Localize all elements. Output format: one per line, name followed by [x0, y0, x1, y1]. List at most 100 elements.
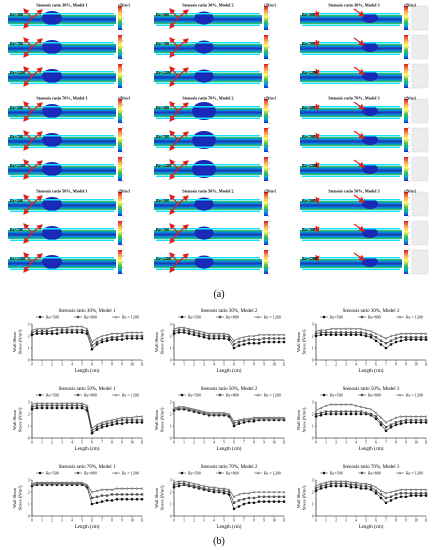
colorbar [404, 157, 408, 181]
y-tick-label: 0 [170, 436, 172, 440]
data-point [354, 331, 358, 334]
data-point [95, 428, 99, 431]
data-point [105, 422, 109, 425]
data-point [80, 406, 84, 410]
data-point [65, 406, 69, 410]
data-point [379, 423, 383, 427]
data-point [324, 328, 328, 332]
data-point [115, 417, 119, 420]
data-point [85, 483, 89, 486]
x-tick-label: 8 [253, 519, 255, 523]
data-point [344, 479, 348, 483]
x-tick-label: 6 [91, 363, 93, 367]
data-point [50, 406, 54, 410]
data-point [237, 422, 241, 425]
x-tick-label: 2 [51, 519, 53, 523]
data-point [272, 495, 276, 498]
wss-charts-panel-b: Stenosis ratio 30%, Model 1 Re=500 Re=800 R… [0, 307, 438, 535]
data-point [130, 418, 134, 422]
x-tick-label: 1 [183, 441, 185, 445]
data-point [115, 497, 119, 501]
stenosis-region [362, 13, 378, 23]
legend-label: Re=800 [84, 471, 97, 476]
data-point [187, 327, 191, 330]
wall-highlight [156, 117, 260, 119]
data-point [409, 488, 413, 491]
data-point [35, 327, 39, 330]
colorbar [118, 157, 122, 181]
data-point [120, 486, 124, 490]
x-tick-label: 7 [243, 363, 245, 367]
x-tick-label: 0 [173, 441, 175, 445]
y-tick-label: 1 [170, 346, 172, 350]
data-point [409, 414, 413, 418]
data-point [324, 480, 328, 484]
contour-group: Re=500 Re=700 Re=1200 Stenosis ratio 70%, M… [300, 96, 429, 182]
data-point [262, 500, 266, 503]
flow-arrow [23, 139, 33, 151]
data-point [125, 497, 129, 501]
data-point [329, 327, 333, 330]
colorbar-ticks-box [411, 98, 429, 124]
data-point [172, 480, 176, 484]
data-point [394, 337, 398, 340]
y-tick-label: 1 [312, 424, 314, 428]
flow-arrow [23, 37, 33, 48]
data-point [207, 332, 211, 335]
data-point [404, 338, 408, 341]
data-point [35, 404, 39, 407]
data-point [364, 334, 368, 338]
wall-highlight [302, 53, 400, 55]
data-point [349, 331, 353, 334]
contour-row: Re=1200 [154, 156, 270, 182]
data-point [100, 420, 104, 424]
vessel-band [300, 201, 402, 210]
x-tick-label: 10 [414, 441, 418, 445]
data-point [409, 338, 413, 341]
data-point [115, 493, 119, 496]
flow-arrow [31, 67, 43, 77]
data-point [55, 406, 59, 410]
contour-row: Re=700 [300, 127, 429, 153]
data-point [404, 495, 408, 499]
x-tick-label: 11 [282, 441, 286, 445]
data-point [30, 482, 34, 485]
colorbar [404, 192, 408, 216]
flow-arrow [169, 17, 179, 29]
data-point [414, 421, 418, 424]
data-point [90, 429, 94, 432]
legend-label: Re = 1200 [406, 471, 423, 476]
chart-title: Stenosis ratio 30%, Model 3 [343, 309, 400, 314]
data-point [344, 327, 348, 330]
chart-title: Stenosis ratio 70%, Model 3 [343, 465, 400, 470]
flow-arrow [169, 66, 179, 77]
x-tick-label: 0 [315, 363, 317, 367]
data-point [60, 404, 64, 407]
reynolds-label: Re=1200 [302, 256, 317, 261]
data-point [105, 499, 109, 502]
legend-marker [218, 393, 222, 397]
x-tick-label: 0 [173, 363, 175, 367]
data-point [227, 490, 231, 494]
data-point [242, 339, 246, 342]
data-point [70, 404, 74, 407]
data-point [120, 418, 124, 422]
data-point [384, 501, 388, 505]
x-tick-label: 5 [81, 441, 83, 445]
data-point [120, 493, 124, 496]
data-point [100, 338, 104, 341]
data-point [394, 333, 398, 336]
data-point [237, 492, 241, 496]
vessel-band [300, 137, 402, 146]
stenosis-region [194, 197, 214, 211]
x-tick-label: 7 [385, 519, 387, 523]
data-point [324, 333, 328, 337]
data-point [319, 328, 323, 332]
legend-marker [114, 315, 118, 319]
data-point [424, 488, 428, 491]
data-point [319, 482, 323, 485]
data-point [95, 336, 99, 340]
y-tick-label: 1 [28, 424, 30, 428]
data-point [65, 328, 69, 332]
legend-label: Re=800 [226, 315, 239, 320]
